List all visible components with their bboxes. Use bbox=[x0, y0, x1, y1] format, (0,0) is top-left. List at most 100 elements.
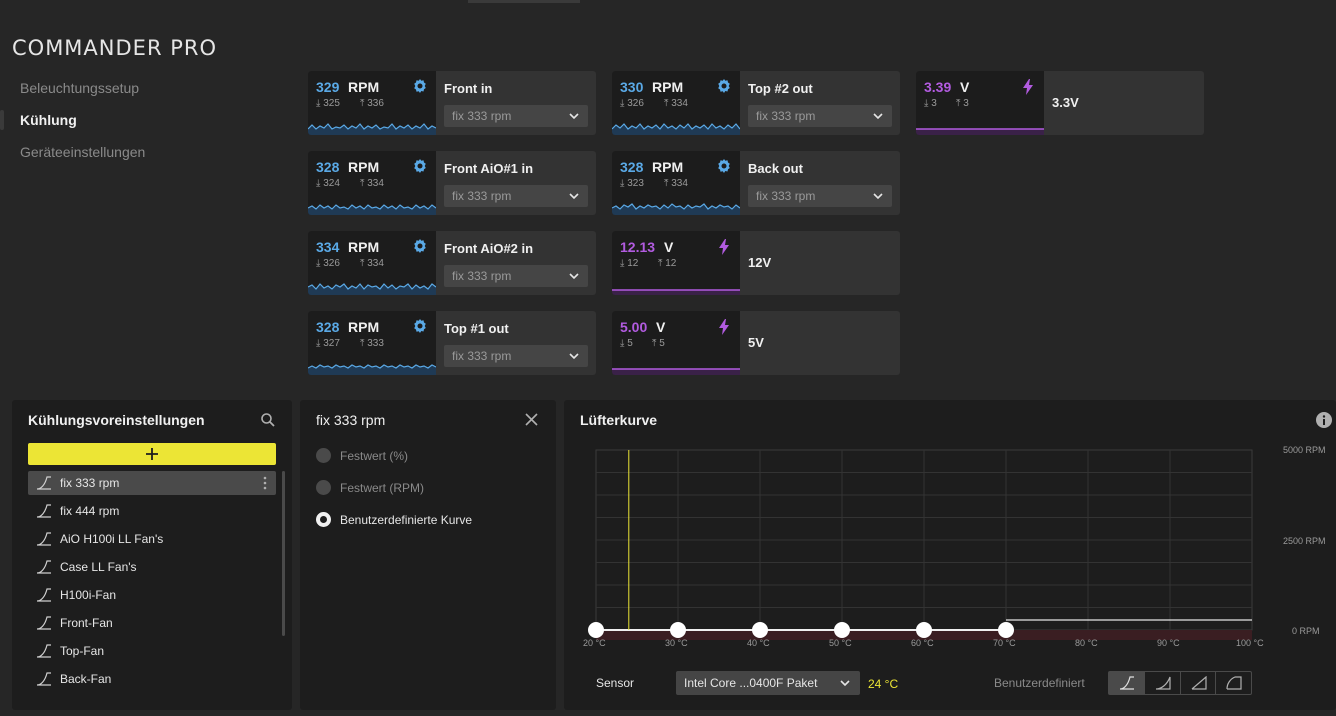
curve-icon bbox=[36, 476, 51, 490]
fan-tile-top1-out[interactable]: 328 RPM ⤓ 327 ⤒ 333 Top #1 out fix 333 r… bbox=[308, 311, 596, 375]
nav-active-marker bbox=[0, 110, 4, 130]
preset-item[interactable]: Front-Fan bbox=[28, 611, 276, 635]
radio-button-selected[interactable] bbox=[316, 512, 331, 527]
sensor-select[interactable]: Intel Core ...0400F Paket bbox=[676, 671, 860, 695]
preset-list-scrollbar[interactable] bbox=[282, 471, 285, 636]
fan-speed-value: 329 bbox=[316, 79, 340, 95]
fan-preset-select[interactable]: fix 333 rpm bbox=[444, 345, 588, 367]
fan-speed-unit: RPM bbox=[348, 159, 380, 175]
gear-icon[interactable] bbox=[412, 159, 428, 175]
fan-tile-front-in[interactable]: 329 RPM ⤓ 325 ⤒ 336 Front in fix 333 rpm bbox=[308, 71, 596, 135]
curve-icon bbox=[36, 588, 51, 602]
fan-min-value: ⤓ 326 bbox=[316, 258, 340, 269]
preset-editor-panel: fix 333 rpm Festwert (%) Festwert (RPM) … bbox=[300, 400, 556, 710]
fan-preset-select[interactable]: fix 333 rpm bbox=[444, 105, 588, 127]
fan-readout: 328 RPM ⤓ 323 ⤒ 334 bbox=[612, 151, 740, 215]
curve-point[interactable] bbox=[670, 622, 686, 638]
preset-item[interactable]: fix 333 rpm bbox=[28, 471, 276, 495]
fan-speed-sparkline bbox=[308, 204, 436, 215]
radio-button[interactable] bbox=[316, 448, 331, 463]
fan-preset-select[interactable]: fix 333 rpm bbox=[444, 265, 588, 287]
preset-item[interactable]: fix 444 rpm bbox=[28, 499, 276, 523]
fan-speed-unit: RPM bbox=[348, 239, 380, 255]
search-icon[interactable] bbox=[260, 412, 276, 428]
curve-type-balanced[interactable] bbox=[1181, 672, 1217, 694]
plus-icon bbox=[146, 448, 158, 460]
info-icon[interactable] bbox=[1316, 412, 1332, 428]
nav-item-beleuchtungssetup[interactable]: Beleuchtungssetup bbox=[20, 80, 140, 96]
fan-speed-unit: RPM bbox=[348, 79, 380, 95]
preset-label: Case LL Fan's bbox=[60, 560, 137, 574]
fan-curve-chart[interactable] bbox=[564, 440, 1336, 652]
curve-balanced-icon bbox=[1191, 676, 1207, 690]
preset-item[interactable]: H100i-Fan bbox=[28, 583, 276, 607]
gear-icon[interactable] bbox=[412, 239, 428, 255]
fan-preset-select[interactable]: fix 333 rpm bbox=[748, 185, 892, 207]
fan-name: Top #2 out bbox=[748, 81, 813, 96]
curve-point[interactable] bbox=[998, 622, 1014, 638]
gear-icon[interactable] bbox=[716, 159, 732, 175]
fan-speed-unit: RPM bbox=[652, 79, 684, 95]
fan-speed-value: 328 bbox=[316, 159, 340, 175]
lightning-icon bbox=[1023, 79, 1033, 95]
fan-tile-front-aio2-in[interactable]: 334 RPM ⤓ 326 ⤒ 334 Front AiO#2 in fix 3… bbox=[308, 231, 596, 295]
voltage-tile-5v: 5.00 V ⤓ 5 ⤒ 5 5V bbox=[612, 311, 900, 375]
fan-name: Top #1 out bbox=[444, 321, 509, 336]
nav-item-geraeteeinstellungen[interactable]: Geräteeinstellungen bbox=[20, 144, 146, 160]
close-icon[interactable] bbox=[525, 413, 538, 426]
add-preset-button[interactable] bbox=[28, 443, 276, 465]
curve-mode-label: Benutzerdefiniert bbox=[994, 676, 1085, 690]
fan-tile-front-aio1-in[interactable]: 328 RPM ⤓ 324 ⤒ 334 Front AiO#1 in fix 3… bbox=[308, 151, 596, 215]
curve-point[interactable] bbox=[834, 622, 850, 638]
preset-item[interactable]: AiO H100i LL Fan's bbox=[28, 527, 276, 551]
x-axis-label: 80 °C bbox=[1075, 638, 1098, 648]
curve-type-extreme[interactable] bbox=[1216, 672, 1251, 694]
fan-speed-value: 328 bbox=[316, 319, 340, 335]
more-vertical-icon[interactable] bbox=[262, 475, 268, 491]
nav-item-kuehlung[interactable]: Kühlung bbox=[20, 112, 77, 128]
gear-icon[interactable] bbox=[716, 79, 732, 95]
voltage-unit: V bbox=[960, 79, 970, 95]
radio-button[interactable] bbox=[316, 480, 331, 495]
curve-custom-icon bbox=[1119, 676, 1134, 690]
curve-type-quiet[interactable] bbox=[1145, 672, 1181, 694]
x-axis-label: 50 °C bbox=[829, 638, 852, 648]
voltage-readout: 12.13 V ⤓ 12 ⤒ 12 bbox=[612, 231, 740, 295]
gear-icon[interactable] bbox=[412, 319, 428, 335]
fan-speed-value: 334 bbox=[316, 239, 340, 255]
preset-label: fix 333 rpm bbox=[60, 476, 120, 490]
fan-max-value: ⤒ 334 bbox=[664, 98, 688, 109]
preset-list: fix 333 rpm fix 444 rpm AiO H100i LL Fan… bbox=[28, 471, 276, 695]
y-axis-label-mid: 2500 RPM bbox=[1283, 536, 1326, 546]
lightning-icon bbox=[719, 239, 729, 255]
curve-icon bbox=[36, 560, 51, 574]
app-title: COMMANDER PRO bbox=[12, 36, 217, 60]
fan-tile-back-out[interactable]: 328 RPM ⤓ 323 ⤒ 334 Back out fix 333 rpm bbox=[612, 151, 900, 215]
current-temperature: 24 °C bbox=[868, 677, 899, 691]
curve-icon bbox=[36, 644, 51, 658]
curve-point[interactable] bbox=[588, 622, 604, 638]
fan-tile-top2-out[interactable]: 330 RPM ⤓ 326 ⤒ 334 Top #2 out fix 333 r… bbox=[612, 71, 900, 135]
gear-icon[interactable] bbox=[412, 79, 428, 95]
curve-type-custom[interactable] bbox=[1109, 672, 1145, 694]
chevron-down-icon bbox=[569, 113, 579, 120]
voltage-rail-name: 12V bbox=[748, 255, 772, 270]
fan-preset-select[interactable]: fix 333 rpm bbox=[444, 185, 588, 207]
preset-item[interactable]: Top-Fan bbox=[28, 639, 276, 663]
fan-readout: 330 RPM ⤓ 326 ⤒ 334 bbox=[612, 71, 740, 135]
x-axis-label: 90 °C bbox=[1157, 638, 1180, 648]
preset-item[interactable]: Case LL Fan's bbox=[28, 555, 276, 579]
voltage-max-value: ⤒ 5 bbox=[652, 338, 665, 349]
fan-preset-select[interactable]: fix 333 rpm bbox=[748, 105, 892, 127]
curve-point[interactable] bbox=[916, 622, 932, 638]
voltage-sparkline bbox=[612, 289, 740, 295]
preset-item[interactable]: Back-Fan bbox=[28, 667, 276, 691]
voltage-tile-12v: 12.13 V ⤓ 12 ⤒ 12 12V bbox=[612, 231, 900, 295]
chevron-down-icon bbox=[873, 113, 883, 120]
fan-max-value: ⤒ 333 bbox=[360, 338, 384, 349]
window-tab-indicator bbox=[468, 0, 580, 3]
fan-readout: 328 RPM ⤓ 327 ⤒ 333 bbox=[308, 311, 436, 375]
curve-point[interactable] bbox=[752, 622, 768, 638]
fan-speed-unit: RPM bbox=[348, 319, 380, 335]
voltage-unit: V bbox=[656, 319, 666, 335]
